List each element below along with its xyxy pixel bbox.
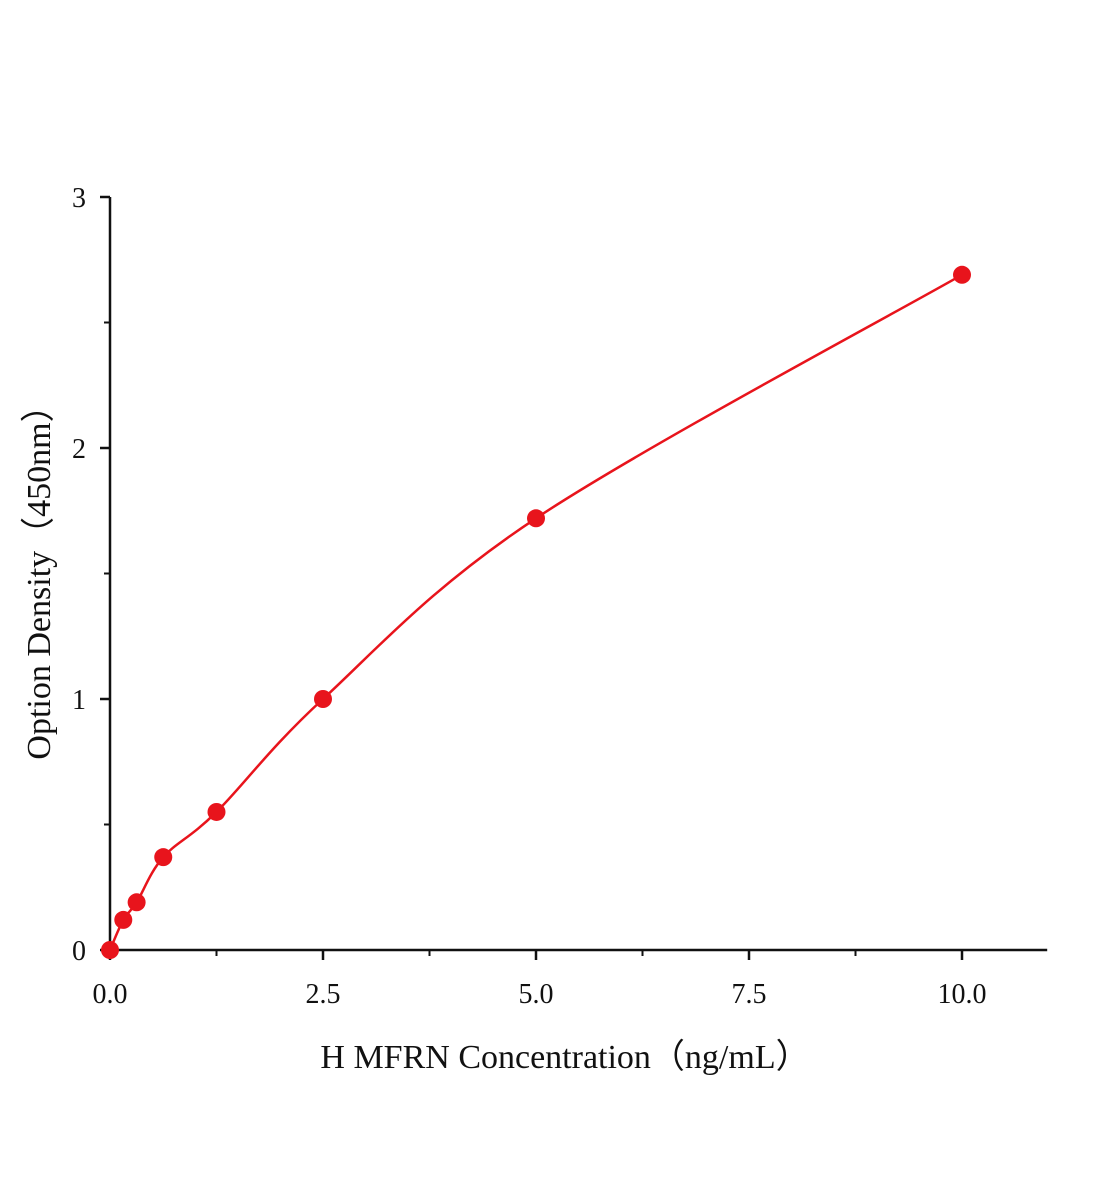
data-point	[127, 893, 146, 912]
data-point	[114, 910, 133, 929]
x-tick-label: 0.0	[93, 979, 128, 1010]
x-tick-label: 2.5	[306, 979, 341, 1010]
y-tick-label: 3	[72, 183, 86, 214]
data-point	[207, 802, 226, 821]
data-point	[154, 848, 173, 867]
data-point	[953, 265, 971, 284]
x-tick-label: 5.0	[519, 979, 554, 1010]
data-points	[101, 265, 971, 959]
x-axis-label: H MFRN Concentration（ng/mL）	[320, 1038, 809, 1076]
x-tick-label: 10.0	[938, 979, 987, 1010]
y-tick-label: 2	[72, 434, 86, 465]
ticks: 0.0 2.5 5.0 7.5 10.0 0 1 2 3	[72, 183, 987, 1010]
y-axis-label: Option Density（450nm）	[20, 388, 58, 759]
fit-curve	[108, 273, 963, 951]
y-tick-label: 0	[72, 936, 86, 967]
x-tick-label: 7.5	[732, 979, 767, 1010]
data-point	[314, 690, 332, 708]
y-tick-label: 1	[72, 685, 86, 716]
data-point	[527, 509, 545, 528]
axes	[108, 197, 1048, 952]
data-point	[101, 941, 119, 959]
